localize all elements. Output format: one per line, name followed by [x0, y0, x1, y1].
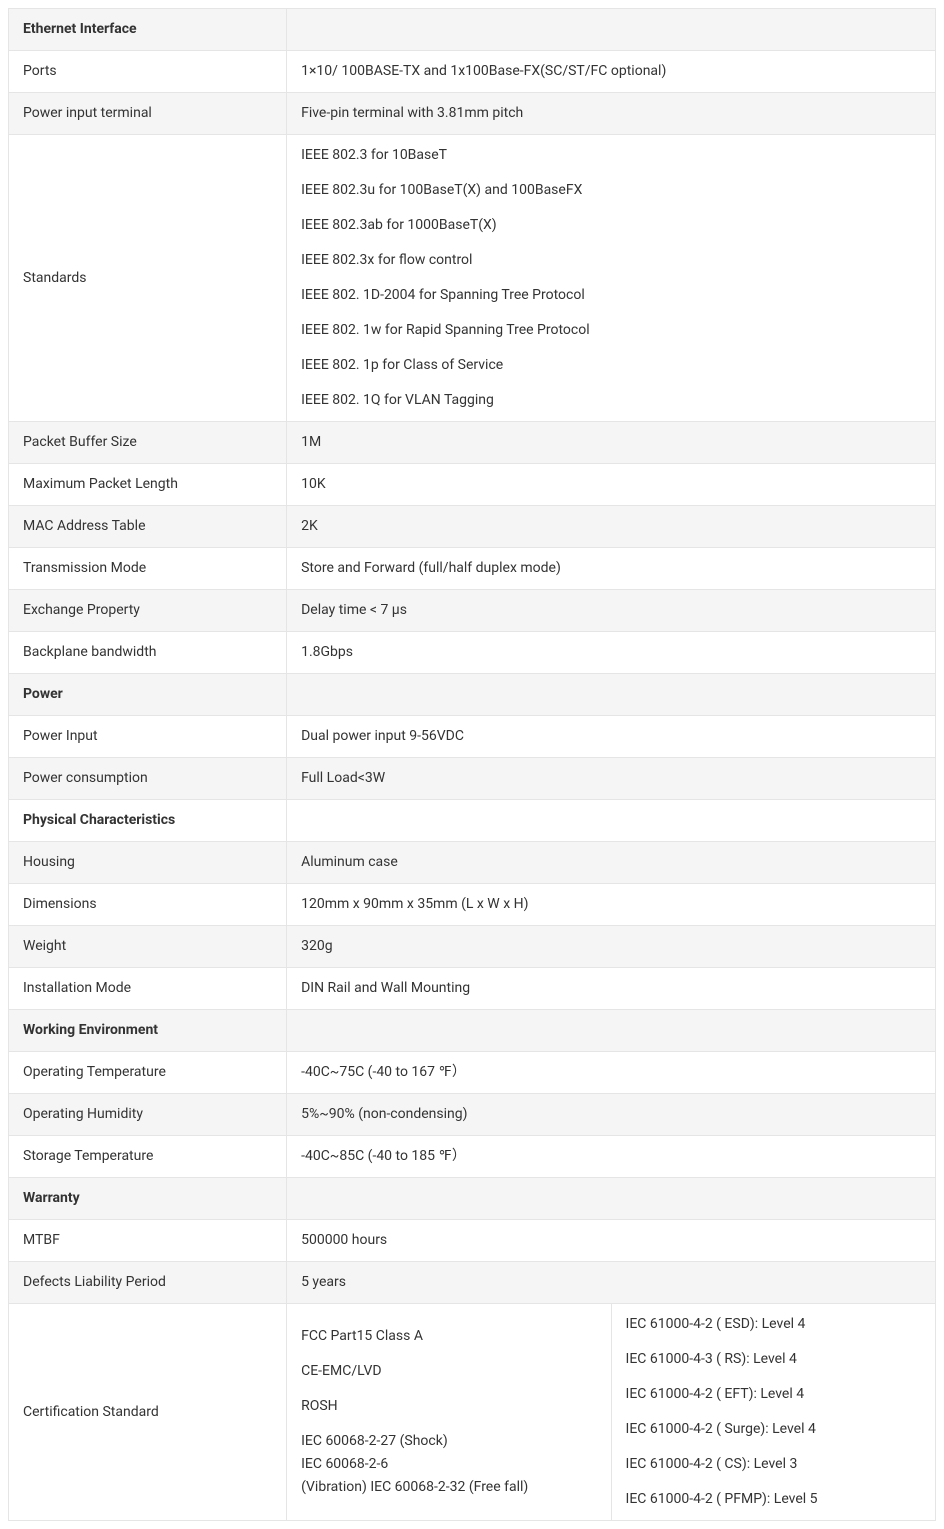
cert-item: IEC 61000-4-2 ( CS): Level 3	[626, 1454, 921, 1475]
section-header-warranty: Warranty	[9, 1178, 287, 1220]
row-label-op-temp: Operating Temperature	[9, 1052, 287, 1094]
section-header-environment: Working Environment	[9, 1010, 287, 1052]
row-value-ports: 1×10/ 100BASE-TX and 1x100Base-FX(SC/ST/…	[287, 51, 936, 93]
section-header-empty	[287, 800, 936, 842]
row-value-op-temp: -40C~75C (-40 to 167 ℉）	[287, 1052, 936, 1094]
row-value-max-packet-length: 10K	[287, 464, 936, 506]
row-label-power-input-terminal: Power input terminal	[9, 93, 287, 135]
section-header-empty	[287, 1010, 936, 1052]
row-value-backplane: 1.8Gbps	[287, 632, 936, 674]
cert-item: ROSH	[301, 1396, 596, 1417]
section-header-empty	[287, 1178, 936, 1220]
row-value-weight: 320g	[287, 926, 936, 968]
row-label-standards: Standards	[9, 135, 287, 422]
cert-item: FCC Part15 Class A	[301, 1326, 596, 1347]
section-header-ethernet: Ethernet Interface	[9, 9, 287, 51]
row-value-certification-col1: FCC Part15 Class A CE-EMC/LVD ROSH IEC 6…	[287, 1304, 611, 1521]
cert-item: IEC 61000-4-2 ( EFT): Level 4	[626, 1384, 921, 1405]
row-label-weight: Weight	[9, 926, 287, 968]
row-value-op-humidity: 5%~90% (non-condensing)	[287, 1094, 936, 1136]
row-label-dimensions: Dimensions	[9, 884, 287, 926]
row-value-housing: Aluminum case	[287, 842, 936, 884]
row-label-housing: Housing	[9, 842, 287, 884]
cert-item: IEC 60068-2-27 (Shock)	[301, 1431, 596, 1452]
cert-item: IEC 61000-4-2 ( ESD): Level 4	[626, 1314, 921, 1335]
row-value-defects: 5 years	[287, 1262, 936, 1304]
row-label-exchange-property: Exchange Property	[9, 590, 287, 632]
standards-item: IEEE 802.3 for 10BaseT	[301, 145, 921, 166]
cert-item: IEC 61000-4-2 ( Surge): Level 4	[626, 1419, 921, 1440]
row-value-power-input: Dual power input 9-56VDC	[287, 716, 936, 758]
row-label-mtbf: MTBF	[9, 1220, 287, 1262]
row-label-power-input: Power Input	[9, 716, 287, 758]
row-value-transmission-mode: Store and Forward (full/half duplex mode…	[287, 548, 936, 590]
row-label-max-packet-length: Maximum Packet Length	[9, 464, 287, 506]
row-value-mac-table: 2K	[287, 506, 936, 548]
spec-table: Ethernet Interface Ports 1×10/ 100BASE-T…	[8, 8, 936, 1521]
row-value-packet-buffer: 1M	[287, 422, 936, 464]
row-value-power-input-terminal: Five-pin terminal with 3.81mm pitch	[287, 93, 936, 135]
standards-item: IEEE 802.3u for 100BaseT(X) and 100BaseF…	[301, 180, 921, 201]
row-value-dimensions: 120mm x 90mm x 35mm (L x W x H)	[287, 884, 936, 926]
cert-item: IEC 60068-2-6	[301, 1454, 596, 1475]
section-header-power: Power	[9, 674, 287, 716]
row-label-op-humidity: Operating Humidity	[9, 1094, 287, 1136]
row-label-power-consumption: Power consumption	[9, 758, 287, 800]
row-value-mtbf: 500000 hours	[287, 1220, 936, 1262]
standards-item: IEEE 802. 1p for Class of Service	[301, 355, 921, 376]
cert-item: (Vibration) IEC 60068-2-32 (Free fall)	[301, 1477, 596, 1498]
row-value-installation: DIN Rail and Wall Mounting	[287, 968, 936, 1010]
standards-item: IEEE 802.3x for flow control	[301, 250, 921, 271]
row-value-power-consumption: Full Load<3W	[287, 758, 936, 800]
standards-item: IEEE 802. 1w for Rapid Spanning Tree Pro…	[301, 320, 921, 341]
cert-item: IEC 61000-4-2 ( PFMP): Level 5	[626, 1489, 921, 1510]
row-label-defects: Defects Liability Period	[9, 1262, 287, 1304]
standards-item: IEEE 802. 1D-2004 for Spanning Tree Prot…	[301, 285, 921, 306]
row-value-storage-temp: -40C~85C (-40 to 185 ℉）	[287, 1136, 936, 1178]
row-label-installation: Installation Mode	[9, 968, 287, 1010]
standards-item: IEEE 802.3ab for 1000BaseT(X)	[301, 215, 921, 236]
row-label-storage-temp: Storage Temperature	[9, 1136, 287, 1178]
row-label-ports: Ports	[9, 51, 287, 93]
row-label-certification: Certification Standard	[9, 1304, 287, 1521]
row-value-standards: IEEE 802.3 for 10BaseT IEEE 802.3u for 1…	[287, 135, 936, 422]
row-value-exchange-property: Delay time < 7 μs	[287, 590, 936, 632]
section-header-empty	[287, 9, 936, 51]
cert-item: CE-EMC/LVD	[301, 1361, 596, 1382]
row-label-transmission-mode: Transmission Mode	[9, 548, 287, 590]
section-header-physical: Physical Characteristics	[9, 800, 287, 842]
row-label-mac-table: MAC Address Table	[9, 506, 287, 548]
row-value-certification-col2: IEC 61000-4-2 ( ESD): Level 4 IEC 61000-…	[611, 1304, 935, 1521]
row-label-packet-buffer: Packet Buffer Size	[9, 422, 287, 464]
standards-item: IEEE 802. 1Q for VLAN Tagging	[301, 390, 921, 411]
cert-item: IEC 61000-4-3 ( RS): Level 4	[626, 1349, 921, 1370]
section-header-empty	[287, 674, 936, 716]
row-label-backplane: Backplane bandwidth	[9, 632, 287, 674]
